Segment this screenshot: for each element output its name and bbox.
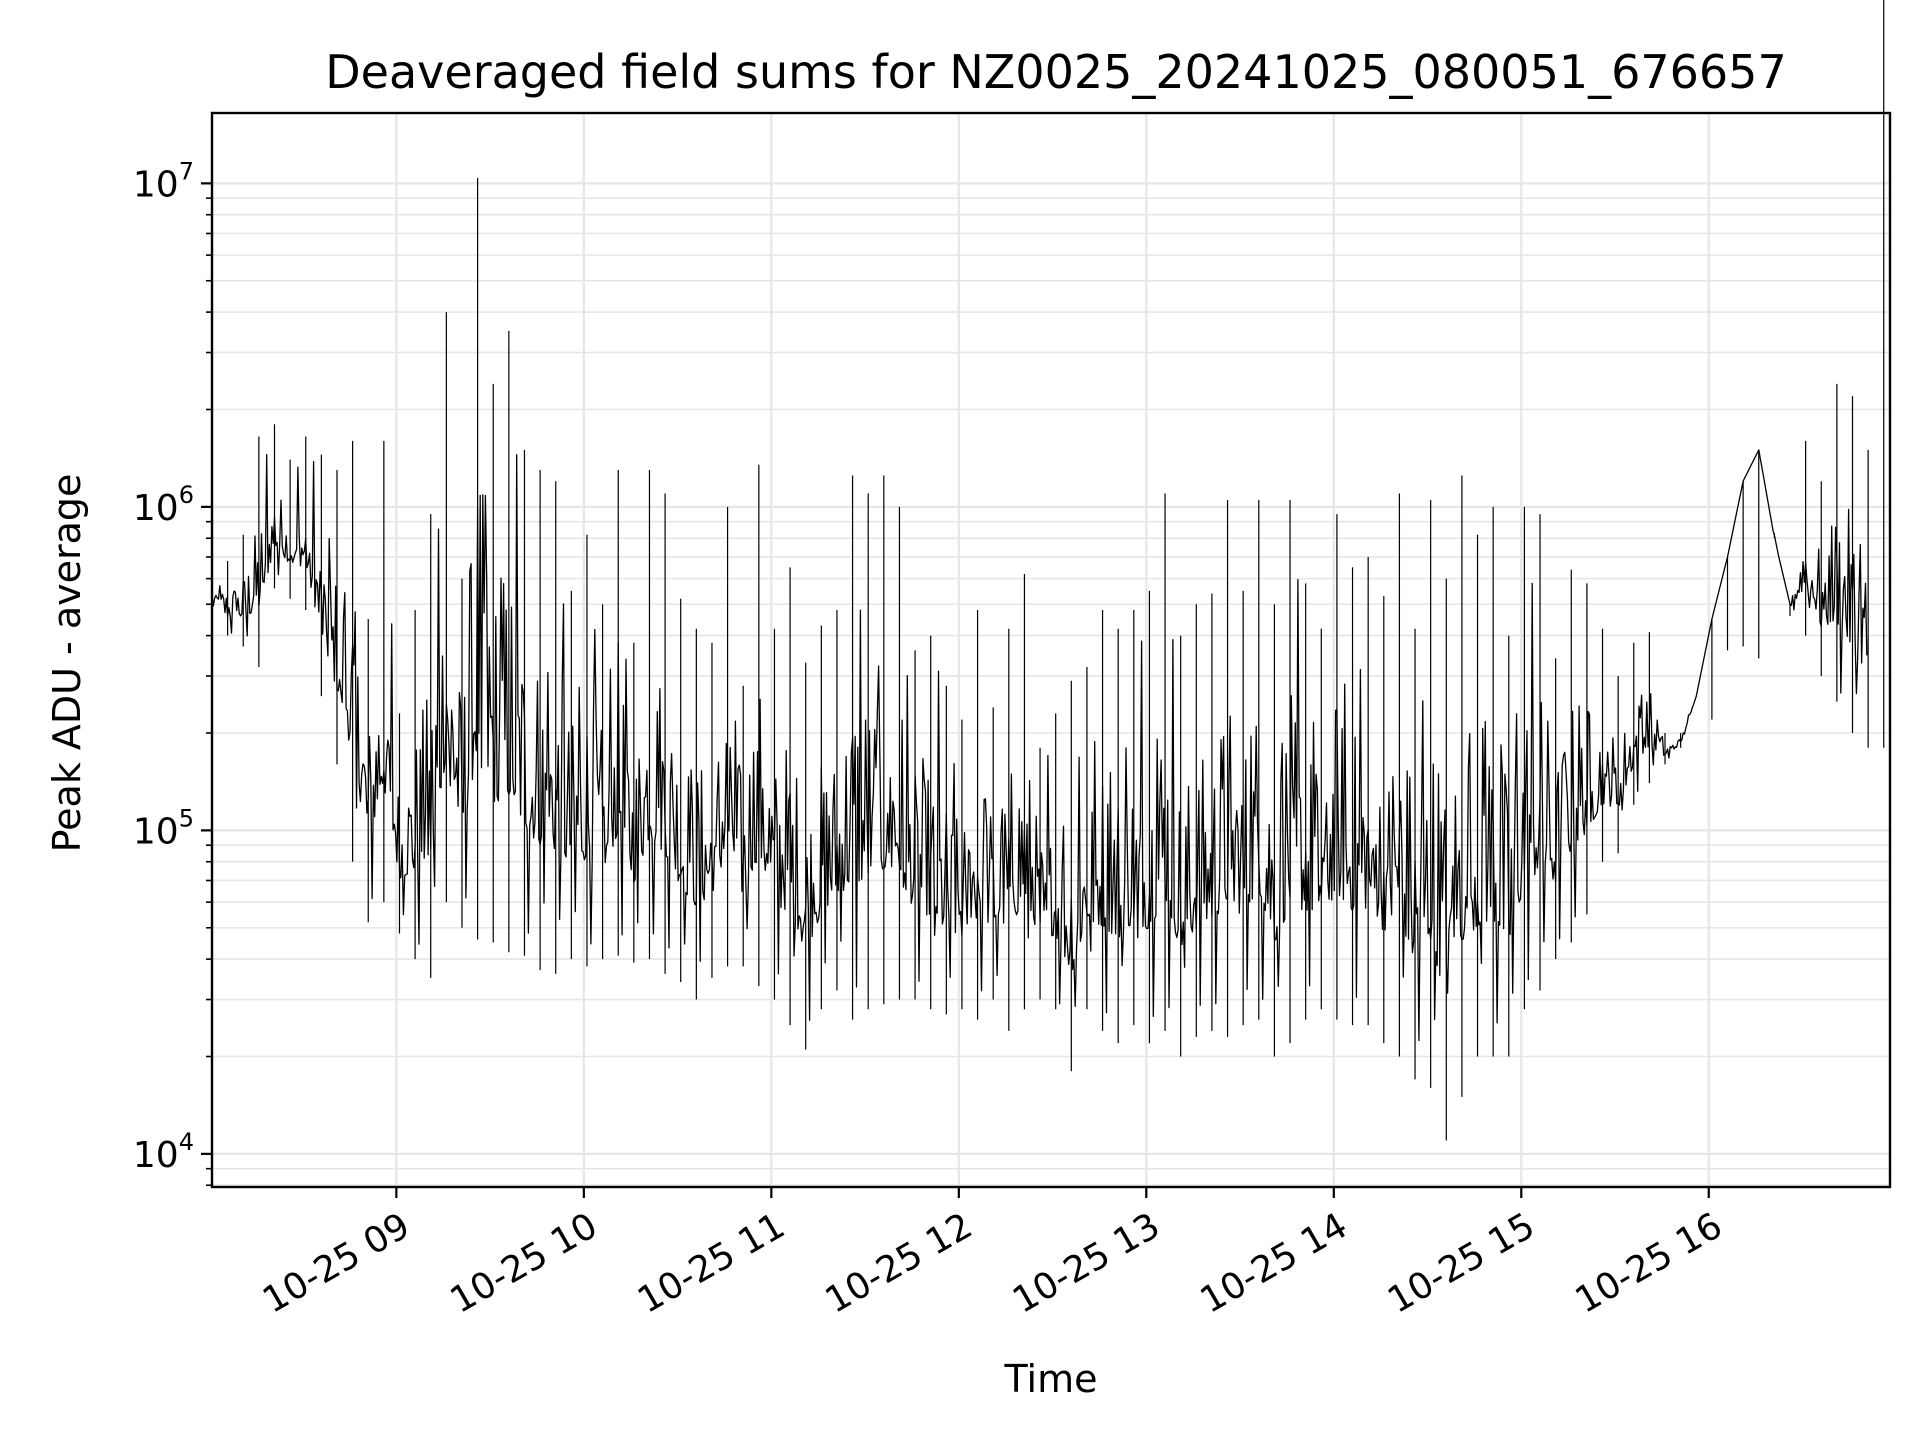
y-tick-label: 107 — [133, 157, 194, 205]
chart-title: Deaveraged field sums for NZ0025_2024102… — [325, 45, 1786, 99]
y-tick-label: 105 — [133, 804, 194, 852]
y-axis-label: Peak ADU - average — [45, 474, 89, 853]
y-tick-label: 106 — [133, 481, 194, 529]
plot-frame — [210, 111, 1892, 1189]
y-tick-label: 104 — [133, 1128, 194, 1176]
y-axis: 104 105 106 107 — [133, 157, 212, 1187]
data-line — [211, 0, 1885, 1141]
data-series-line — [211, 449, 1868, 1042]
x-axis-label: Time — [1004, 1357, 1098, 1401]
